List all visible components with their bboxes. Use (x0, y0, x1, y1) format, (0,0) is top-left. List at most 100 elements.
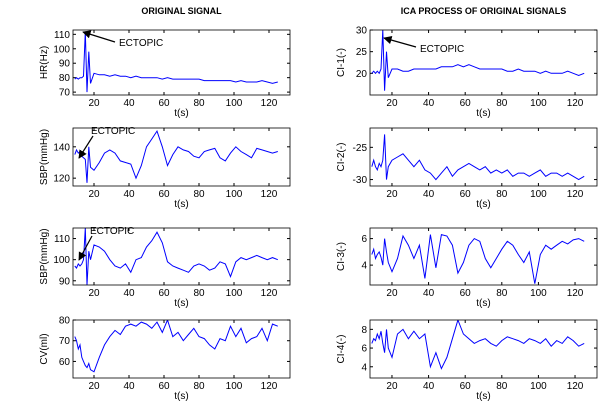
x-tick-label: 20 (386, 381, 398, 392)
x-tick-label: 60 (460, 189, 472, 200)
x-tick-label: 40 (423, 381, 435, 392)
annotation-arrow (383, 36, 417, 48)
x-tick-label: 120 (261, 381, 278, 392)
plot-frame (369, 227, 598, 286)
x-tick-label: 40 (123, 98, 135, 109)
y-tick-label: 100 (53, 44, 70, 55)
x-tick-label: 120 (261, 189, 278, 200)
x-tick-label: 120 (567, 98, 584, 109)
x-tick-label: 20 (88, 381, 100, 392)
x-tick-label: 60 (158, 98, 170, 109)
x-tick-label: 20 (386, 98, 398, 109)
x-tick-label: 80 (193, 288, 205, 299)
x-axis-label: t(s) (174, 108, 188, 119)
x-axis-label: t(s) (174, 298, 188, 309)
signal-line (371, 134, 585, 181)
x-tick-label: 120 (567, 381, 584, 392)
y-axis-label: SBP(mmHg) (39, 129, 50, 185)
signal-line (74, 320, 278, 373)
x-tick-label: 60 (460, 288, 472, 299)
x-tick-label: 100 (226, 288, 243, 299)
x-tick-label: 40 (123, 288, 135, 299)
x-tick-label: 120 (567, 189, 584, 200)
y-tick-label: 80 (59, 73, 71, 84)
y-axis-label: CI-4(-) (336, 335, 347, 364)
y-tick-label: 8 (361, 325, 367, 336)
y-tick-label: 90 (59, 59, 71, 70)
x-tick-label: 80 (193, 189, 205, 200)
x-tick-label: 100 (530, 288, 547, 299)
column-title: ORIGINAL SIGNAL (141, 6, 222, 16)
plot-frame (369, 127, 598, 187)
x-axis-label: t(s) (476, 298, 490, 309)
x-axis-label: t(s) (174, 199, 188, 210)
x-tick-label: 80 (496, 381, 508, 392)
x-tick-label: 100 (530, 381, 547, 392)
y-tick-label: 120 (53, 174, 70, 185)
x-tick-label: 60 (460, 381, 472, 392)
plot-frame (72, 227, 291, 286)
y-axis-label: HR(Hz) (39, 46, 50, 79)
signal-line (74, 129, 278, 183)
y-tick-label: -25 (353, 143, 368, 154)
x-tick-label: 40 (423, 189, 435, 200)
x-tick-label: 100 (530, 98, 547, 109)
y-axis-label: SBP(mmHg) (39, 228, 50, 284)
signal-line (371, 320, 585, 370)
x-tick-label: 120 (261, 288, 278, 299)
annotation: ECTOPIC (91, 126, 135, 137)
x-tick-label: 20 (88, 288, 100, 299)
y-tick-label: 90 (59, 276, 71, 287)
y-axis-label: CV(ml) (39, 333, 50, 364)
x-tick-label: 20 (88, 98, 100, 109)
x-tick-label: 40 (123, 381, 135, 392)
x-tick-label: 80 (193, 381, 205, 392)
y-tick-label: 4 (361, 261, 367, 272)
x-tick-label: 100 (226, 98, 243, 109)
plot-frame (72, 319, 291, 379)
y-axis-label: CI-1(-) (336, 48, 347, 77)
x-tick-label: 80 (496, 288, 508, 299)
plot-frame (72, 29, 291, 96)
x-tick-label: 60 (158, 189, 170, 200)
signal-line (74, 31, 278, 93)
y-axis-label: CI-2(-) (336, 143, 347, 172)
annotation: ECTOPIC (420, 44, 464, 55)
x-tick-label: 120 (261, 98, 278, 109)
y-tick-label: 70 (59, 88, 71, 99)
x-axis-label: t(s) (476, 108, 490, 119)
plot-frame (369, 319, 598, 379)
annotation: ECTOPIC (90, 226, 134, 237)
y-tick-label: 110 (54, 234, 70, 245)
y-tick-label: 4 (361, 362, 367, 373)
x-tick-label: 100 (530, 189, 547, 200)
plot-frame (369, 29, 598, 96)
x-tick-label: 80 (496, 98, 508, 109)
x-axis-label: t(s) (476, 199, 490, 210)
annotation-arrow (78, 135, 94, 159)
y-tick-label: 25 (356, 47, 368, 58)
signal-line (74, 228, 278, 285)
signal-line (371, 233, 585, 284)
annotation: ECTOPIC (119, 38, 163, 49)
x-tick-label: 40 (423, 98, 435, 109)
x-tick-label: 60 (158, 288, 170, 299)
x-tick-label: 100 (226, 189, 243, 200)
x-tick-label: 80 (496, 189, 508, 200)
x-tick-label: 80 (193, 98, 205, 109)
y-tick-label: 60 (59, 357, 71, 368)
annotation-arrow (78, 235, 93, 261)
y-tick-label: 20 (356, 69, 368, 80)
y-tick-label: 140 (53, 142, 70, 153)
annotation-arrow (82, 30, 116, 43)
x-tick-label: 120 (567, 288, 584, 299)
x-tick-label: 40 (123, 189, 135, 200)
x-tick-label: 60 (158, 381, 170, 392)
signal-line (371, 30, 585, 91)
y-tick-label: 6 (361, 234, 367, 245)
y-tick-label: 100 (53, 255, 70, 266)
y-tick-label: 6 (361, 344, 367, 355)
x-tick-label: 100 (226, 381, 243, 392)
